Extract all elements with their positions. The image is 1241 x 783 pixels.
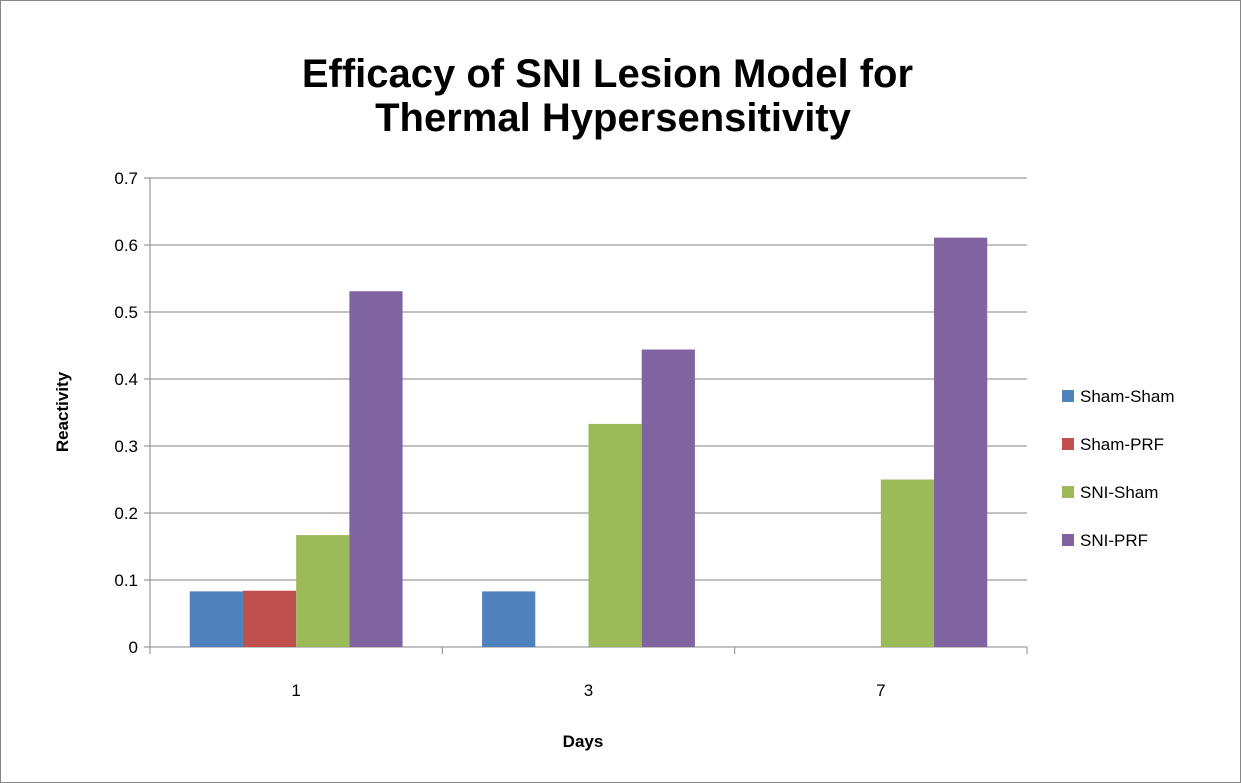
y-tick-label: 0.7: [114, 169, 138, 188]
bar: [880, 479, 935, 647]
x-tick-label: 7: [876, 681, 885, 700]
y-tick-label: 0.4: [114, 370, 138, 389]
y-tick-label: 0: [129, 638, 138, 657]
legend-label: Sham-PRF: [1080, 435, 1164, 454]
y-tick-label: 0.6: [114, 236, 138, 255]
bar: [349, 291, 403, 647]
bar: [934, 237, 988, 647]
x-tick-label: 3: [584, 681, 593, 700]
x-tick-label: 1: [291, 681, 300, 700]
bar: [588, 423, 642, 647]
chart-title: Efficacy of SNI Lesion Model for Thermal…: [302, 52, 924, 140]
legend-swatch: [1062, 390, 1074, 402]
y-tick-label: 0.1: [114, 571, 138, 590]
bar: [482, 591, 536, 647]
legend-label: SNI-Sham: [1080, 483, 1158, 502]
legend-label: SNI-PRF: [1080, 531, 1148, 550]
y-tick-label: 0.3: [114, 437, 138, 456]
legend-swatch: [1062, 438, 1074, 450]
legend-swatch: [1062, 534, 1074, 546]
bar: [189, 591, 243, 647]
y-tick-label: 0.5: [114, 303, 138, 322]
y-axis-label: Reactivity: [53, 371, 72, 452]
bar: [296, 535, 350, 647]
legend-swatch: [1062, 486, 1074, 498]
x-axis-label: Days: [563, 732, 604, 751]
bar: [242, 590, 297, 647]
legend-label: Sham-Sham: [1080, 387, 1174, 406]
bar: [641, 349, 695, 647]
y-tick-label: 0.2: [114, 504, 138, 523]
